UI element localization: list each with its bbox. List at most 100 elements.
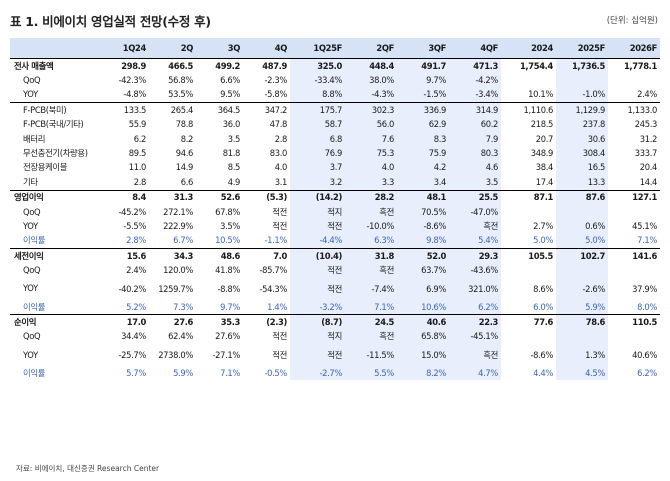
table-cell: 0.6%	[556, 219, 608, 234]
table-row: F-PCB(국내/기타) 55.9 78.8 36.0 47.8 58.7 56.0 62.9…	[10, 117, 660, 132]
table-row: YOY -5.5% 222.9% 3.5% 적전 적전 -10.0% -8.6% 흑전 2.7% 0…	[10, 219, 660, 234]
table-cell: 3.1	[243, 175, 290, 191]
column-header: 4QF	[449, 38, 501, 59]
row-label: 순이익	[10, 314, 102, 330]
table-cell: 56.0	[345, 117, 397, 132]
column-header: 4Q	[243, 38, 290, 59]
table-cell: 1,778.1	[623, 60, 657, 71]
table-cell	[556, 204, 608, 220]
table-cell: (14.2)	[290, 190, 345, 205]
table-cell: 9.5%	[196, 87, 243, 104]
table-cell: 적전	[272, 350, 287, 361]
table-cell: 105.5	[501, 248, 556, 264]
table-cell: 1.3%	[556, 344, 608, 367]
table-cell: 58.7	[290, 117, 345, 132]
table-cell: 8.2	[180, 133, 194, 144]
table-row: YOY -25.7% 2738.0% -27.1% 적전 적전 -11.5% 15.0% 흑전 -…	[10, 344, 660, 367]
table-row: 세전이익 15.6 34.3 48.6 7.0 (10.4) 31.8 52.0 29.3 105…	[10, 248, 660, 264]
column-header: 2QF	[345, 38, 397, 59]
table-cell: (10.4)	[290, 248, 345, 264]
table-cell: 41.8%	[215, 265, 240, 276]
table-cell: -54.3%	[259, 283, 287, 294]
row-label: 이익률	[10, 299, 102, 316]
table-cell: 7.1%	[608, 233, 660, 250]
table-cell: 31.8	[345, 248, 397, 264]
table-cell: 6.2%	[449, 299, 501, 316]
table-cell: 29.3	[449, 248, 501, 264]
row-label: 배터리	[23, 133, 46, 144]
table-cell: 11.0	[128, 162, 147, 173]
table-cell	[556, 73, 608, 88]
table-cell: 17.0	[102, 314, 149, 330]
table-cell: 75.3	[345, 146, 397, 161]
row-label: QoQ	[23, 206, 41, 217]
table-cell	[608, 205, 660, 219]
column-header: 2025F	[556, 38, 608, 59]
table-cell: 336.9	[397, 102, 449, 118]
column-header: 2Q	[149, 38, 196, 59]
column-header: 2024	[501, 38, 556, 59]
table-cell: -2.3%	[264, 75, 287, 86]
table-cell: 7.3%	[149, 299, 196, 316]
table-cell: 52.0	[397, 248, 449, 264]
table-cell: 7.9	[449, 131, 501, 147]
table-cell: 7.1%	[345, 299, 397, 316]
table-cell: 302.3	[345, 102, 397, 118]
table-cell: 127.1	[632, 192, 657, 203]
source-note: 자료: 비에이치, 대신증권 Research Center	[16, 464, 160, 473]
table-cell: 30.6	[556, 131, 608, 147]
table-cell: 333.7	[634, 148, 658, 159]
table-cell: 3.2	[290, 175, 345, 191]
table-cell: 3.3	[345, 175, 397, 191]
table-cell: 110.5	[608, 314, 660, 330]
table-cell: 흑전	[449, 219, 501, 234]
row-label: QoQ	[23, 265, 41, 276]
table-cell: 83.0	[269, 148, 288, 159]
table-cell: 7.1%	[220, 367, 240, 378]
header-corner	[10, 38, 102, 59]
row-label: YOY	[23, 349, 38, 360]
table-cell: 2.8%	[102, 233, 149, 250]
table-cell	[608, 330, 660, 344]
table-cell: 1,129.9	[556, 102, 608, 118]
table-cell: 6.6	[149, 175, 196, 191]
table-cell: 적전	[290, 344, 345, 367]
table-cell: 2.4%	[126, 265, 146, 276]
table-cell: 15.0%	[397, 344, 449, 367]
table-cell: 9.7%	[397, 73, 449, 88]
table-row: QoQ 34.4% 62.4% 27.6% 적전 적지 흑전 65.8% -45.1%	[10, 329, 660, 345]
table-cell: 4.2	[397, 160, 449, 176]
table-cell: 14.4	[608, 175, 660, 191]
table-cell: 3.5	[449, 175, 501, 191]
table-cell: 67.8%	[215, 206, 240, 217]
table-cell: 102.7	[556, 248, 608, 264]
table-cell	[556, 263, 608, 278]
header-row: 1Q24 2Q 3Q 4Q 1Q25F 2QF 3QF 4QF 2024 202…	[10, 38, 660, 59]
table-cell: 36.0	[222, 119, 241, 130]
table-row: 이익률 5.7% 5.9% 7.1% -0.5% -2.7% 5.5% 8.2% 4.7% 4.4…	[10, 366, 660, 381]
table-cell: 7.6	[345, 131, 397, 147]
table-cell: 141.6	[608, 248, 660, 264]
table-cell: -7.4%	[345, 277, 397, 300]
table-cell: 흑전	[345, 263, 397, 278]
table-cell: 5.9%	[173, 367, 193, 378]
table-cell: -42.3%	[118, 75, 146, 86]
table-cell: -47.0%	[449, 204, 501, 220]
table-cell: 6.2	[133, 133, 147, 144]
table-cell: -4.8%	[102, 87, 149, 104]
table-cell: 10.5%	[196, 233, 243, 250]
row-label: YOY	[23, 220, 38, 231]
table-cell: -43.6%	[449, 263, 501, 278]
table-row: 전장용케이블 11.0 14.9 8.5 4.0 3.7 4.0 4.2 4.6 38.4 16.5…	[10, 160, 660, 176]
table-cell: 13.3	[556, 175, 608, 191]
table-cell: 52.6	[220, 192, 241, 203]
table-cell: 87.1	[533, 192, 554, 203]
table-cell: 22.3	[449, 314, 501, 330]
table-cell: 45.1%	[632, 220, 657, 231]
row-label: QoQ	[23, 75, 41, 86]
table-cell: 35.3	[196, 314, 243, 330]
table-cell: 4.6	[449, 160, 501, 176]
table-cell: -45.1%	[449, 329, 501, 345]
table-cell: 321.0%	[449, 277, 501, 300]
table-cell: 9.7%	[196, 299, 243, 316]
